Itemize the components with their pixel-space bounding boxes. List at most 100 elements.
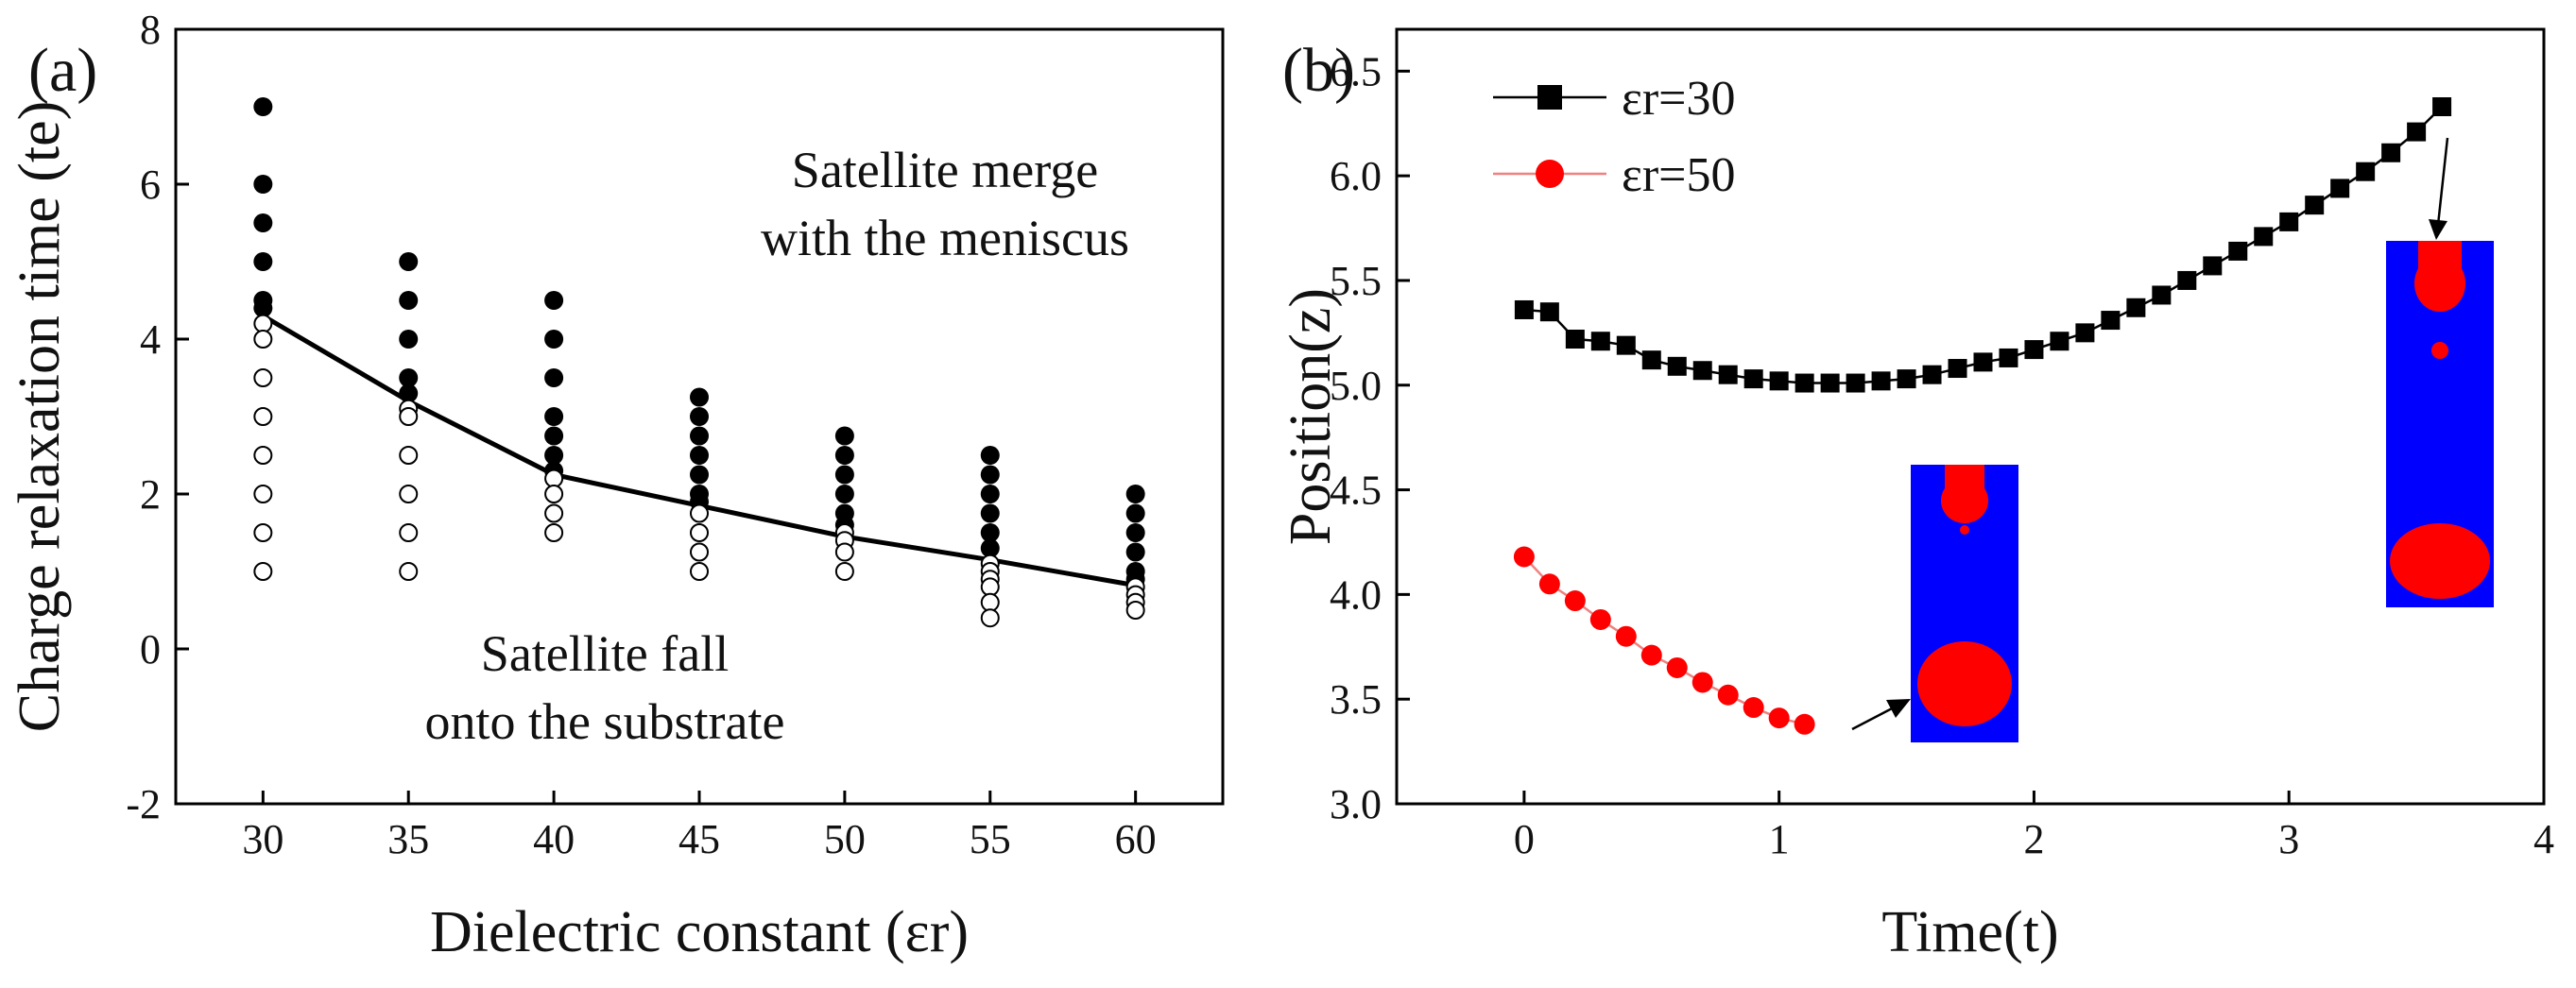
a-x-tick-label: 50 xyxy=(824,816,866,862)
point-er50 xyxy=(1615,625,1637,647)
point-er30 xyxy=(1667,356,1687,376)
chart-panel-a: 30 35 40 45 50 55 60 -2 0 2 4 6 8 (a) Dielectric con… xyxy=(8,7,1225,964)
point-er50 xyxy=(1717,684,1739,706)
inset-droplet-er30 xyxy=(2386,241,2494,607)
point-er30 xyxy=(2152,285,2172,305)
point-er30 xyxy=(2381,143,2401,162)
point-er30 xyxy=(2254,227,2274,247)
point-er30 xyxy=(1641,350,1661,370)
b-y-tick-label: 3.0 xyxy=(1330,781,1382,827)
merge-point xyxy=(544,291,564,310)
point-er30 xyxy=(2177,270,2197,290)
b-x-tick-label: 3 xyxy=(2278,816,2299,862)
point-er30 xyxy=(2075,323,2095,343)
merge-point xyxy=(1125,503,1145,523)
series-b xyxy=(1513,97,2452,735)
arrows xyxy=(1851,137,2449,731)
point-er50 xyxy=(1564,590,1586,612)
fall-point xyxy=(253,314,273,333)
point-er50 xyxy=(1589,608,1611,630)
a-x-tick-label: 35 xyxy=(387,816,429,862)
point-er30 xyxy=(1820,373,1840,393)
fall-point xyxy=(544,485,564,503)
fall-point xyxy=(253,485,273,503)
a-x-tick-label: 60 xyxy=(1115,816,1157,862)
annotation-merge-line2: with the meniscus xyxy=(761,210,1129,266)
merge-point xyxy=(1125,523,1145,542)
fall-point xyxy=(544,503,564,523)
a-x-tick-label: 55 xyxy=(970,816,1011,862)
point-er30 xyxy=(2101,311,2121,331)
merge-point xyxy=(544,368,564,387)
fall-point xyxy=(690,503,709,523)
point-er30 xyxy=(1718,365,1738,384)
point-er30 xyxy=(1692,361,1712,381)
fall-point xyxy=(834,562,854,581)
b-y-tick-label: 5.0 xyxy=(1330,363,1382,409)
fall-point xyxy=(399,407,419,426)
panel-label-a: (a) xyxy=(28,36,97,105)
b-x-tick-label: 1 xyxy=(1769,816,1790,862)
annotation-fall-line2: onto the substrate xyxy=(425,693,785,750)
point-er30 xyxy=(2407,122,2427,142)
fall-point xyxy=(690,542,709,562)
merge-point xyxy=(690,446,709,465)
a-x-tick-label: 40 xyxy=(533,816,575,862)
arrow-head-icon xyxy=(1886,699,1911,718)
inset-drop-er30 xyxy=(2390,523,2490,599)
arrow-line-er50 xyxy=(1851,705,1897,731)
merge-point xyxy=(399,291,419,310)
fall-point xyxy=(399,562,419,581)
point-er30 xyxy=(1590,332,1610,351)
a-x-tick-label: 30 xyxy=(242,816,283,862)
inset-meniscus-er50 xyxy=(1941,478,1988,523)
merge-point xyxy=(834,426,854,446)
merge-point xyxy=(399,252,419,271)
point-er30 xyxy=(1897,369,1916,389)
x-axis-label-b: Time(t) xyxy=(1881,900,2058,964)
point-er30 xyxy=(1973,352,1993,372)
fall-point xyxy=(399,446,419,465)
annotation-merge-line1: Satellite merge xyxy=(792,142,1098,198)
fall-point xyxy=(253,562,273,581)
inset-satellite-er50 xyxy=(1960,525,1969,535)
fall-point xyxy=(1125,601,1145,620)
merge-point xyxy=(690,387,709,407)
b-x-tick-label: 2 xyxy=(2023,816,2044,862)
a-y-tick-label: 2 xyxy=(140,471,161,518)
a-y-tick-label: 6 xyxy=(140,162,161,208)
point-er30 xyxy=(1539,302,1559,322)
fall-point xyxy=(253,446,273,465)
merge-point xyxy=(399,383,419,403)
ticks-a: 30 35 40 45 50 55 60 -2 0 2 4 6 8 xyxy=(126,7,1156,862)
merge-point xyxy=(544,426,564,446)
b-y-tick-label: 6.5 xyxy=(1330,48,1382,94)
point-er30 xyxy=(2126,298,2146,317)
b-x-tick-label: 4 xyxy=(2533,816,2554,862)
b-y-tick-label: 4.5 xyxy=(1330,468,1382,514)
merge-point xyxy=(399,368,419,387)
merge-point xyxy=(690,426,709,446)
fall-point xyxy=(544,523,564,542)
b-y-tick-label: 3.5 xyxy=(1330,676,1382,723)
fall-point xyxy=(253,330,273,349)
plot-frame-b xyxy=(1395,27,2546,806)
merge-point xyxy=(980,503,1000,523)
fall-point xyxy=(980,608,1000,628)
fall-point xyxy=(253,523,273,542)
point-er50 xyxy=(1640,644,1662,666)
point-er30 xyxy=(2203,256,2223,276)
point-er30 xyxy=(2356,162,2376,181)
point-er30 xyxy=(1871,371,1891,391)
y-axis-label-b: Position(z) xyxy=(1279,288,1343,545)
point-er30 xyxy=(2330,179,2350,198)
b-y-tick-label: 4.0 xyxy=(1330,571,1382,618)
point-er30 xyxy=(2279,212,2299,231)
a-y-tick-label: 4 xyxy=(140,316,161,363)
inset-satellite-er30 xyxy=(2431,342,2448,359)
b-x-tick-label: 0 xyxy=(1514,816,1535,862)
point-er30 xyxy=(1514,299,1534,319)
inset-meniscus-er30 xyxy=(2414,255,2465,312)
merge-point xyxy=(834,446,854,465)
